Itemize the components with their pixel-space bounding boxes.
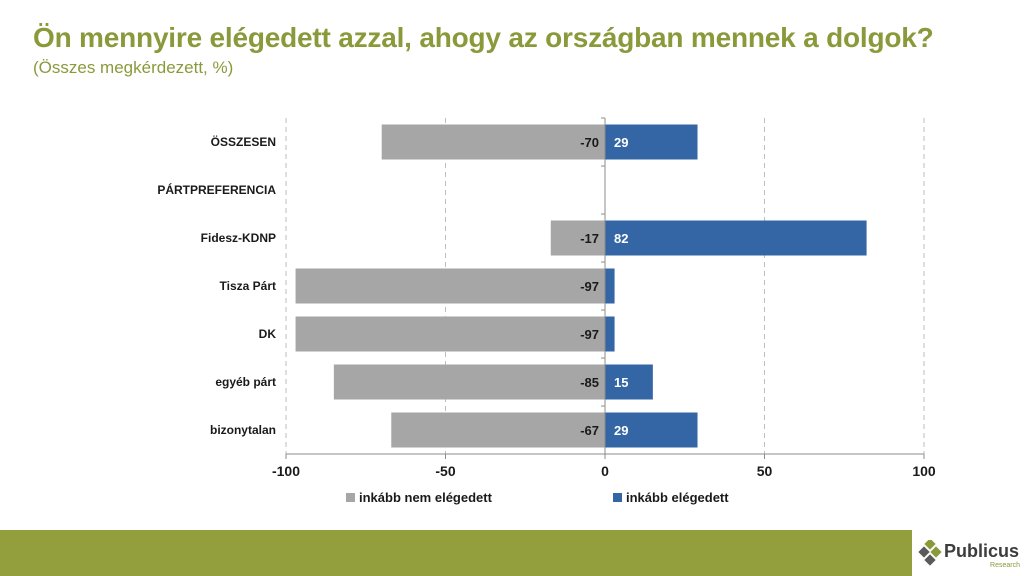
data-label-neg: -85: [580, 375, 599, 390]
bar-pos-6: [605, 412, 698, 448]
data-label-neg: -17: [580, 231, 599, 246]
bar-neg-3: [295, 268, 605, 304]
labels: ÖSSZESEN PÁRTPREFERENCIA Fidesz-KDNP Tisza …: [157, 134, 628, 438]
legend-swatch-1: [613, 493, 622, 502]
bar-neg-5: [333, 364, 605, 400]
data-label-neg: -70: [580, 135, 599, 150]
bar-pos-5: [605, 364, 653, 400]
footer-bar: [0, 530, 912, 576]
category-label: Tisza Párt: [220, 279, 276, 293]
legend-label-0: inkább nem elégedett: [359, 490, 493, 505]
bar-pos-0: [605, 124, 698, 160]
category-label: PÁRTPREFERENCIA: [157, 182, 276, 197]
data-label-pos: 82: [614, 231, 628, 246]
bar-pos-4: [605, 316, 615, 352]
legend-swatch-0: [346, 493, 355, 502]
legend-label-1: inkább elégedett: [626, 490, 729, 505]
category-label: Fidesz-KDNP: [201, 231, 276, 245]
category-label: bizonytalan: [210, 423, 276, 437]
x-tick-label: -50: [435, 463, 455, 479]
diverging-bar-chart: -100 -50 0 50 100 ÖSSZESEN PÁRTPREFERENCIA Fid…: [157, 117, 936, 505]
bar-neg-4: [295, 316, 605, 352]
bar-pos-3: [605, 268, 615, 304]
logo-tagline: Research: [990, 562, 1020, 569]
bar-pos-2: [605, 220, 867, 256]
data-label-neg: -67: [580, 423, 599, 438]
data-label-neg: -97: [580, 279, 599, 294]
legend: inkább nem elégedett inkább elégedett: [346, 490, 729, 505]
publicus-logo: Publicus Research: [918, 536, 1022, 572]
axes: -100 -50 0 50 100: [272, 117, 936, 479]
category-label: egyéb párt: [215, 375, 276, 389]
publicus-logo-icon: [918, 540, 942, 566]
bars: [295, 124, 867, 448]
data-label-neg: -97: [580, 327, 599, 342]
x-tick-label: 50: [757, 463, 773, 479]
data-label-pos: 15: [614, 375, 628, 390]
bar-neg-2: [550, 220, 605, 256]
x-tick-label: -100: [272, 463, 300, 479]
chart-subtitle: (Összes megkérdezett, %): [33, 58, 234, 77]
x-tick-label: 0: [601, 463, 609, 479]
x-tick-label: 100: [912, 463, 936, 479]
chart-title: Ön mennyire elégedett azzal, ahogy az or…: [33, 22, 934, 53]
category-label: DK: [259, 327, 277, 341]
bar-neg-6: [391, 412, 605, 448]
logo-name: Publicus: [944, 541, 1020, 561]
data-label-pos: 29: [614, 135, 628, 150]
category-label: ÖSSZESEN: [211, 134, 276, 149]
bar-neg-0: [381, 124, 605, 160]
data-label-pos: 29: [614, 423, 628, 438]
